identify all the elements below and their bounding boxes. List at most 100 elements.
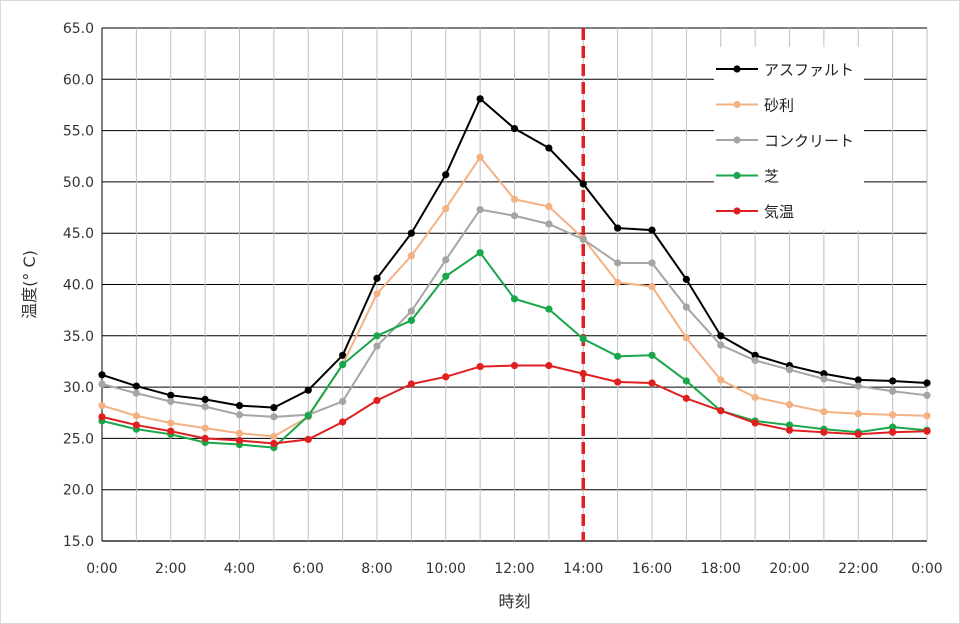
data-point: [614, 378, 622, 386]
legend-swatch-marker: [733, 65, 741, 73]
data-point: [167, 419, 175, 427]
data-point: [235, 429, 244, 437]
y-tick-label: 50.0: [63, 175, 94, 191]
y-tick-label: 65.0: [63, 21, 94, 37]
data-point: [510, 195, 519, 203]
data-point: [682, 377, 690, 385]
data-point: [201, 434, 209, 442]
data-point: [373, 290, 381, 298]
data-point: [614, 278, 622, 287]
data-point: [442, 204, 450, 213]
data-point: [510, 124, 519, 133]
data-point: [751, 351, 759, 359]
data-point: [785, 366, 794, 374]
data-point: [785, 421, 794, 429]
y-tick-label: 55.0: [63, 124, 94, 140]
data-point: [201, 424, 209, 432]
data-point: [648, 379, 656, 387]
y-tick-label: 30.0: [63, 380, 94, 396]
legend-label: 気温: [764, 203, 794, 221]
data-point: [923, 427, 931, 435]
data-point: [304, 435, 312, 444]
x-tick-label: 12:00: [494, 561, 534, 577]
data-point: [98, 401, 106, 410]
data-point: [132, 412, 140, 420]
data-point: [717, 332, 725, 340]
data-point: [339, 418, 347, 426]
data-point: [270, 432, 278, 440]
data-point: [751, 393, 759, 401]
data-point: [407, 316, 415, 325]
series-0: [98, 95, 931, 412]
data-point: [545, 305, 553, 313]
data-point: [442, 171, 450, 179]
y-tick-label: 40.0: [63, 278, 94, 294]
data-point: [373, 396, 381, 405]
data-point: [476, 95, 484, 103]
data-point: [751, 419, 759, 427]
data-point: [270, 439, 278, 448]
data-point: [98, 380, 106, 388]
data-point: [304, 412, 312, 420]
data-point: [545, 144, 553, 152]
data-point: [717, 376, 725, 384]
data-point: [717, 407, 725, 415]
data-point: [339, 360, 347, 369]
data-point: [545, 361, 553, 370]
data-point: [407, 380, 415, 388]
y-tick-label: 35.0: [63, 329, 94, 345]
data-point: [270, 413, 278, 421]
data-point: [579, 370, 587, 378]
data-point: [614, 352, 622, 360]
data-point: [407, 307, 415, 315]
data-point: [614, 259, 622, 267]
x-tick-label: 14:00: [563, 561, 603, 577]
data-point: [579, 335, 587, 343]
data-point: [476, 206, 484, 214]
data-point: [98, 371, 106, 379]
data-point: [510, 295, 519, 303]
data-point: [648, 351, 656, 359]
data-point: [889, 377, 897, 385]
legend-swatch-marker: [733, 207, 741, 215]
data-point: [820, 428, 828, 436]
data-point: [717, 341, 725, 349]
data-point: [854, 430, 862, 438]
data-series: [98, 28, 931, 541]
x-tick-label: 6:00: [293, 561, 324, 577]
data-point: [648, 282, 656, 291]
data-point: [442, 373, 450, 381]
data-point: [476, 249, 484, 257]
data-point: [923, 391, 931, 399]
data-point: [923, 412, 931, 420]
data-point: [442, 272, 450, 280]
data-point: [476, 153, 484, 161]
legend-label: コンクリート: [764, 132, 854, 150]
data-point: [235, 436, 244, 445]
data-point: [889, 428, 897, 436]
data-point: [648, 259, 656, 267]
data-point: [510, 212, 519, 220]
legend-swatch-marker: [733, 136, 741, 144]
data-point: [579, 180, 587, 188]
y-tick-label: 15.0: [63, 534, 94, 550]
data-point: [820, 408, 828, 416]
x-tick-label: 0:00: [86, 561, 117, 577]
y-tick-label: 20.0: [63, 483, 94, 499]
data-point: [510, 361, 519, 370]
data-point: [889, 423, 897, 431]
data-point: [820, 375, 828, 383]
data-point: [407, 252, 415, 260]
data-point: [167, 397, 175, 406]
legend-swatch-marker: [733, 100, 741, 109]
x-tick-label: 20:00: [769, 561, 809, 577]
y-tick-label: 25.0: [63, 431, 94, 447]
x-tick-label: 2:00: [155, 561, 186, 577]
data-point: [889, 387, 897, 395]
data-point: [132, 382, 140, 390]
legend-swatch-marker: [733, 171, 741, 180]
data-point: [201, 402, 209, 411]
x-axis-title: 時刻: [498, 592, 530, 611]
